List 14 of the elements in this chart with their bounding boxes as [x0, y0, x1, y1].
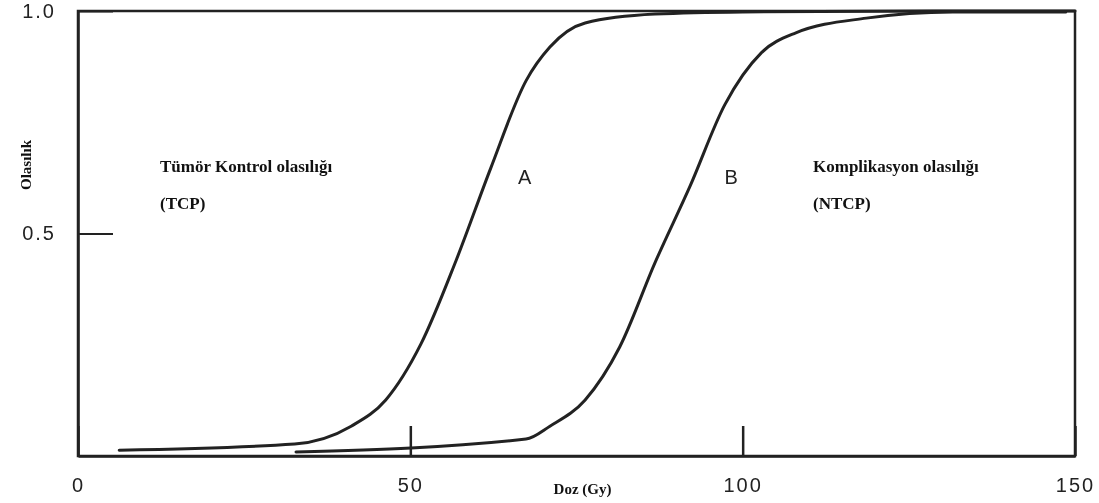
annotation: (TCP)	[160, 194, 206, 213]
x-axis-title: Doz (Gy)	[553, 481, 612, 498]
annotation: (NTCP)	[813, 194, 871, 213]
x-tick-label: 100	[723, 474, 763, 496]
x-tick-label: 50	[397, 474, 424, 496]
series-label: A	[517, 165, 532, 188]
series-label: B	[724, 165, 738, 188]
y-tick-label: 1.0	[22, 0, 56, 22]
annotation: Komplikasyon olasılığı	[813, 157, 980, 176]
x-tick-label: 0	[71, 474, 86, 496]
y-axis-title: Olasılık	[18, 139, 34, 191]
y-tick-label: 0.5	[22, 222, 56, 245]
x-tick-label: 150	[1055, 474, 1096, 496]
annotation: Tümör Kontrol olasılığı	[160, 157, 333, 176]
